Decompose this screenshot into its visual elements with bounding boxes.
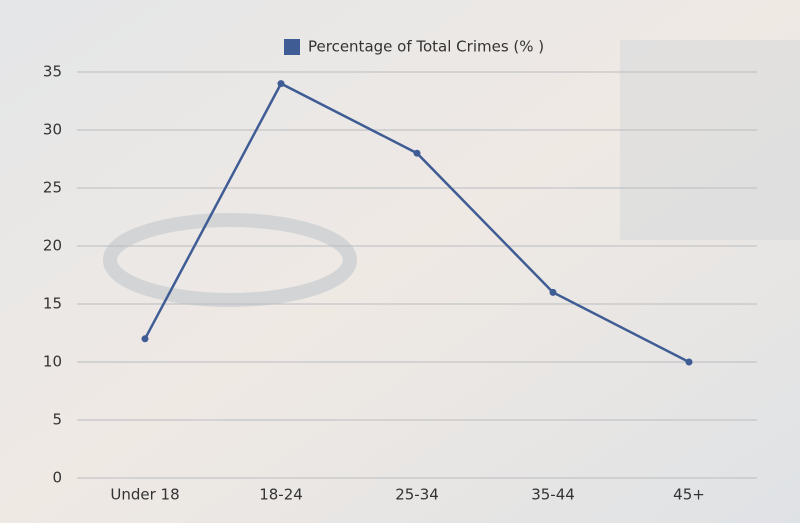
x-tick-label: Under 18 [110,486,179,504]
y-tick-label: 15 [43,295,62,313]
point [413,149,421,157]
y-tick-label: 35 [43,63,62,81]
point [685,358,693,366]
legend-label: Percentage of Total Crimes (% ) [308,38,544,56]
x-tick-label: 35-44 [531,486,575,504]
y-tick-label: 30 [43,121,62,139]
x-tick-label: 18-24 [259,486,303,504]
y-tick-label: 0 [52,469,62,487]
y-tick-label: 20 [43,237,62,255]
y-tick-label: 25 [43,179,62,197]
point [141,335,149,343]
point [277,80,285,88]
legend-swatch [284,39,300,55]
point [549,288,557,296]
background-shape [103,213,357,307]
background-shape [620,40,800,240]
x-tick-label: 25-34 [395,486,439,504]
y-tick-label: 10 [43,353,62,371]
x-tick-label: 45+ [673,486,705,504]
y-tick-label: 5 [52,411,62,429]
